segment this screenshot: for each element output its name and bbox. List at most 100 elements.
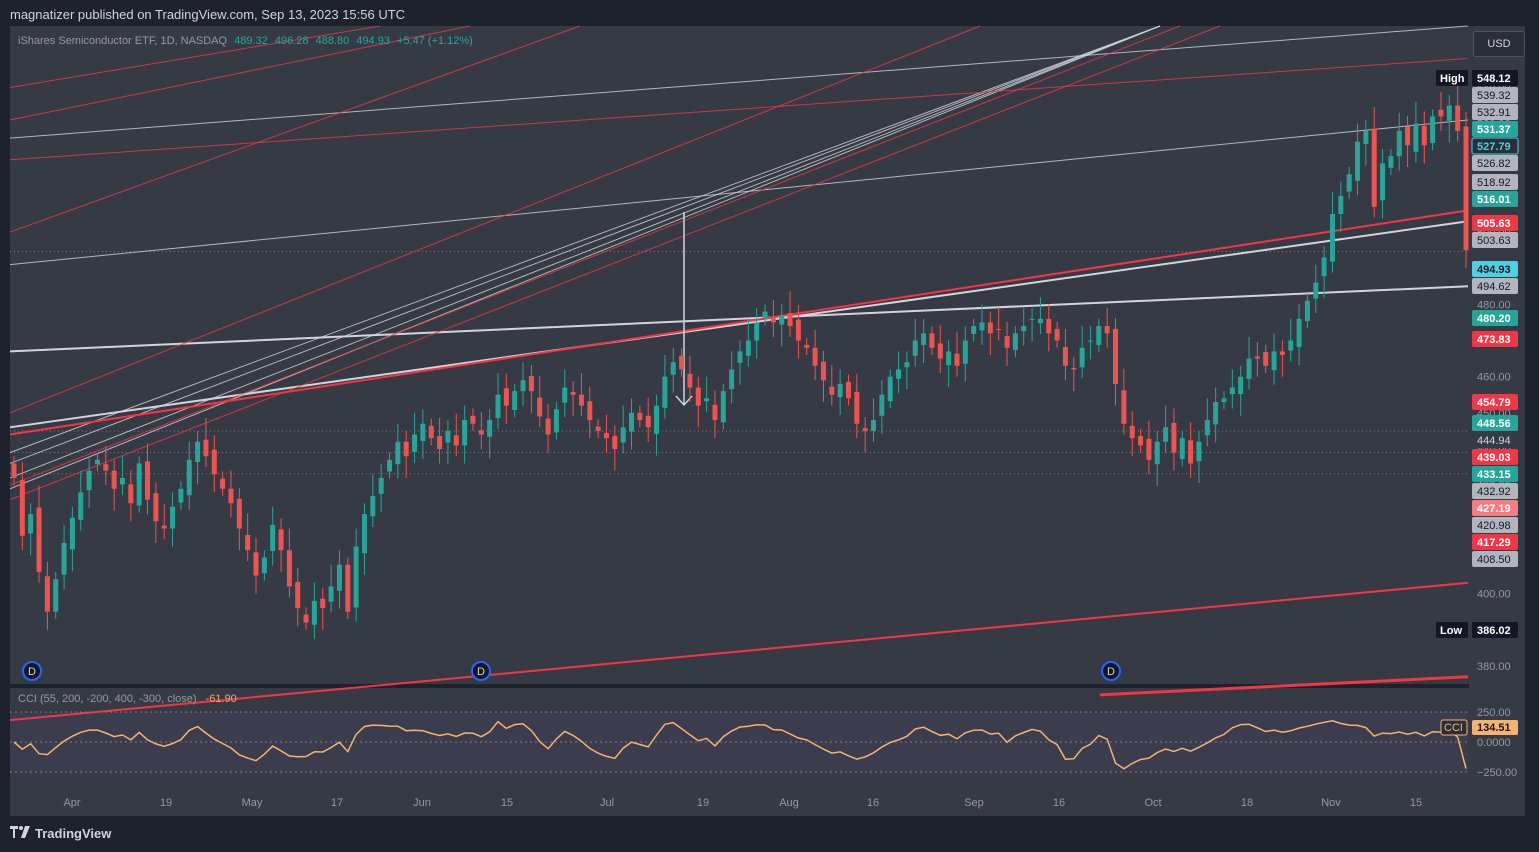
cci-legend[interactable]: CCI (55, 200, -200, 400, -300, close) -6… <box>18 693 237 705</box>
time-tick-label: Jul <box>600 797 614 809</box>
candle-body <box>128 484 134 504</box>
time-tick-label: Apr <box>63 797 80 809</box>
candle-body <box>161 525 167 529</box>
time-tick-label: Aug <box>779 797 799 809</box>
dividend-marker-label: D <box>1107 666 1115 678</box>
trendline-red <box>9 25 1181 486</box>
price-label-bg <box>1472 232 1518 248</box>
time-axis: Apr 19 May 17 Jun 15 Jul 19 Aug 16 Sep 16 Oct 18 Nov 15 <box>63 797 1422 809</box>
candle-body <box>28 514 34 534</box>
candle-body <box>695 387 701 406</box>
price-axis: 550.00540.00530.00520.00510.00500.00490.… <box>1436 46 1519 673</box>
candle-body <box>1021 326 1027 332</box>
time-tick-label: Oct <box>1144 797 1161 809</box>
dividend-marker[interactable]: D <box>1101 661 1121 681</box>
trendline-white <box>9 25 1161 490</box>
dividend-marker-circle <box>22 661 42 681</box>
price-label-bg <box>1472 466 1518 482</box>
candle-body <box>762 311 768 319</box>
symbol-name: iShares Semiconductor ETF, 1D, NASDAQ <box>18 35 228 47</box>
candle-body <box>578 394 584 406</box>
candle-body <box>311 600 317 625</box>
price-label-bg <box>1472 215 1518 231</box>
candle-body <box>645 415 651 428</box>
price-label-bg <box>1472 87 1518 103</box>
candle-body <box>1346 174 1352 192</box>
candle-body <box>1246 358 1252 379</box>
arrow-head <box>675 395 693 407</box>
candle-body <box>528 375 534 392</box>
candle-body <box>412 434 418 452</box>
candle-body <box>896 369 902 379</box>
candle-body <box>361 514 367 554</box>
price-label: 532.91 <box>1477 107 1511 119</box>
cci-value-bg <box>1472 720 1518 735</box>
dividend-marker[interactable]: D <box>471 661 491 681</box>
candle-body <box>136 463 142 506</box>
price-label-bg <box>1472 70 1518 86</box>
candle-body <box>837 383 843 397</box>
trendline-red <box>1099 675 1469 697</box>
time-tick-label: 17 <box>331 797 343 809</box>
candle-body <box>1179 438 1185 460</box>
candle-body <box>1338 195 1344 214</box>
price-label-bg <box>1472 551 1518 567</box>
cci-value-label: 134.51 <box>1477 722 1511 734</box>
candle-body <box>1371 128 1377 207</box>
high-value: 496.28 <box>274 35 309 47</box>
price-label: 503.63 <box>1477 235 1511 247</box>
candle-body <box>178 488 184 503</box>
candle-body <box>1196 441 1202 462</box>
candle-body <box>720 391 726 423</box>
candle-body <box>487 420 493 437</box>
candle-body <box>236 498 242 529</box>
price-label: 444.94 <box>1477 435 1511 447</box>
candle-body <box>612 435 618 449</box>
candle-body <box>603 433 609 439</box>
candle-body <box>119 477 125 485</box>
candle-body <box>503 388 509 406</box>
candle-body <box>754 322 760 341</box>
candle-body <box>1079 347 1085 368</box>
candle-body <box>745 340 751 356</box>
candle-body <box>1004 336 1010 348</box>
candle-body <box>286 550 292 587</box>
price-label: 408.50 <box>1477 554 1511 566</box>
candle-body <box>879 394 885 416</box>
candle-body <box>145 461 151 500</box>
candle-body <box>820 361 826 381</box>
candle-body <box>770 318 776 323</box>
candle-body <box>370 496 376 517</box>
trendline-white <box>9 25 1161 464</box>
candle-body <box>1438 109 1444 117</box>
open-value: 489.32 <box>234 35 268 47</box>
candle-body <box>1421 125 1427 146</box>
trendline-red <box>9 58 1469 161</box>
dividend-marker[interactable]: D <box>22 661 42 681</box>
candle-body <box>378 477 384 494</box>
candle-body <box>587 401 593 421</box>
candle-body <box>261 557 267 574</box>
cci-level-label: 0.0000 <box>1477 737 1511 749</box>
candle-body <box>1138 435 1144 446</box>
candle-body <box>1054 328 1060 341</box>
candle-body <box>1121 390 1127 424</box>
trendline-red <box>9 25 1221 501</box>
candle-body <box>478 430 484 435</box>
candle-body <box>1146 438 1152 460</box>
candle-body <box>570 391 576 395</box>
candle-body <box>637 412 643 421</box>
price-label: 386.02 <box>1477 625 1511 637</box>
candle-body <box>170 506 176 529</box>
candle-body <box>211 449 217 475</box>
symbol-legend[interactable]: iShares Semiconductor ETF, 1D, NASDAQ 48… <box>18 35 473 47</box>
candle-body <box>253 552 259 576</box>
candle-body <box>1363 130 1369 144</box>
currency-button[interactable]: USD <box>1473 31 1525 57</box>
tradingview-logo-icon <box>10 826 30 841</box>
price-label-bg <box>1472 191 1518 207</box>
trendline-white <box>9 25 1161 479</box>
candle-body <box>545 418 551 435</box>
candle-body <box>245 535 251 551</box>
